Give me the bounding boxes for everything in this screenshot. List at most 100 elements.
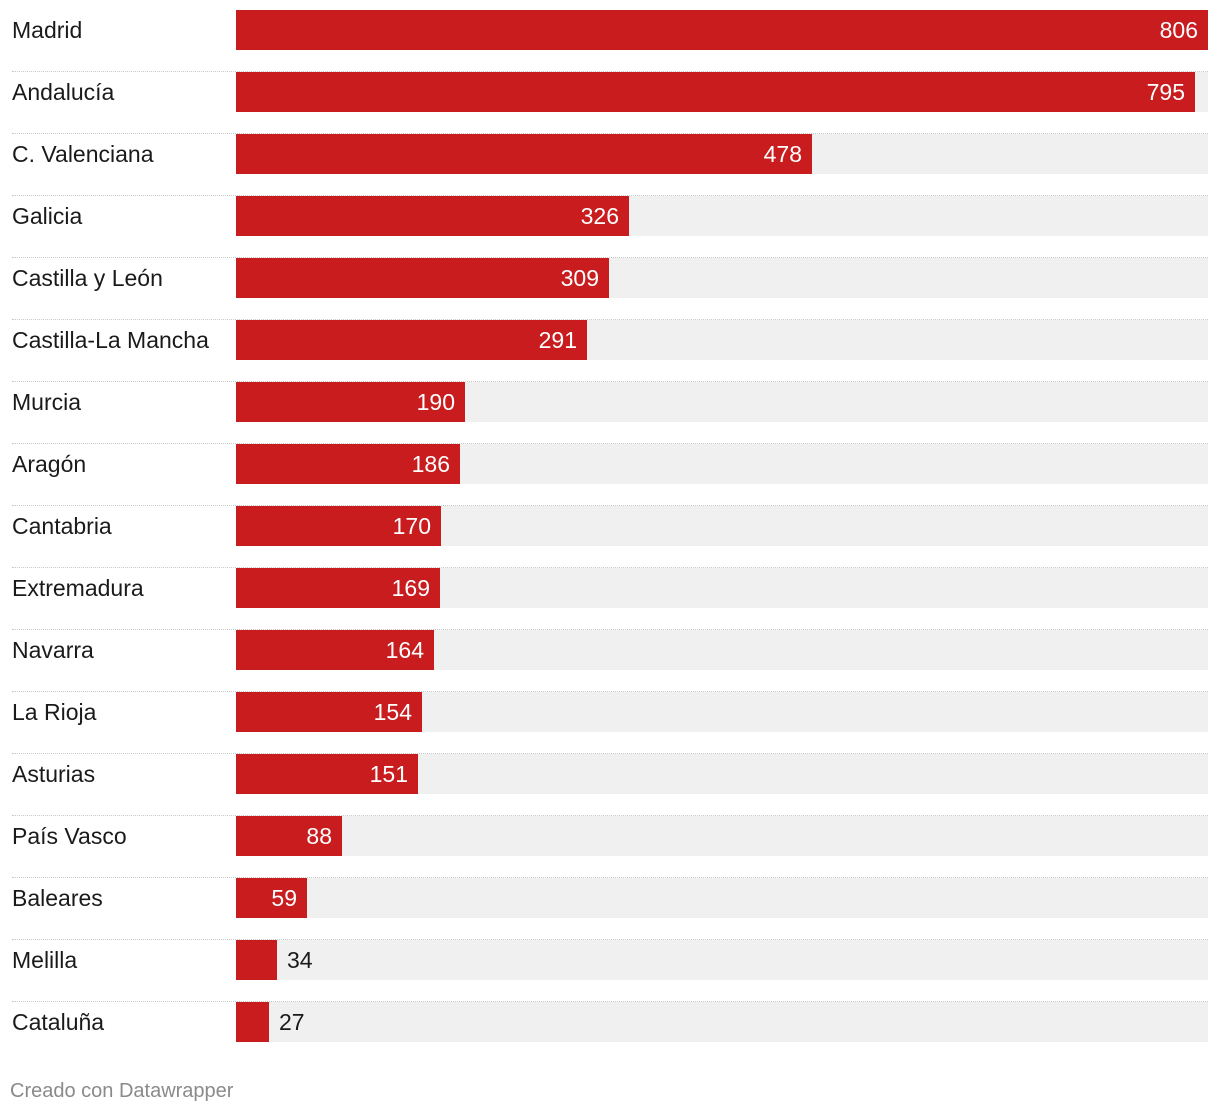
bar [236, 940, 277, 980]
bar-track: 795 [236, 72, 1208, 112]
bar-row: Andalucía 795 [12, 72, 1208, 134]
bar-row: Baleares 59 [12, 878, 1208, 940]
bar-value-label: 164 [385, 637, 424, 663]
bar-track: 164 [236, 630, 1208, 670]
category-label: C. Valenciana [12, 141, 154, 167]
bar-value-label: 291 [538, 327, 577, 353]
bar [236, 568, 440, 608]
category-label: Murcia [12, 389, 82, 415]
bar [236, 258, 609, 298]
category-label: Castilla y León [12, 265, 163, 291]
category-label: Madrid [12, 17, 83, 43]
bar-value-label: 34 [287, 947, 313, 973]
bar-track: 34 [236, 940, 1208, 980]
bar-row: C. Valenciana 478 [12, 134, 1208, 196]
bar-value-label: 478 [763, 141, 802, 167]
bar-track: 88 [236, 816, 1208, 856]
category-label: Aragón [12, 451, 87, 477]
category-label: Cantabria [12, 513, 112, 539]
bar-value-label: 170 [392, 513, 431, 539]
bar-row: Castilla y León 309 [12, 258, 1208, 320]
bar-value-label: 151 [369, 761, 408, 787]
bar-row: Murcia 190 [12, 382, 1208, 444]
bar-row: País Vasco 88 [12, 816, 1208, 878]
bar [236, 754, 418, 794]
bar-track: 190 [236, 382, 1208, 422]
bar-value-label: 795 [1146, 79, 1185, 105]
bar [236, 134, 812, 174]
bar-value-label: 326 [580, 203, 619, 229]
bar-track: 154 [236, 692, 1208, 732]
bar-value-label: 88 [306, 823, 332, 849]
bar-value-label: 309 [560, 265, 599, 291]
bar [236, 10, 1208, 50]
bar [236, 692, 422, 732]
bar-row: Extremadura 169 [12, 568, 1208, 630]
bar-value-label: 806 [1159, 17, 1198, 43]
bar-value-label: 27 [279, 1009, 305, 1035]
bar-row: Melilla 34 [12, 940, 1208, 1002]
category-label: Castilla-La Mancha [12, 327, 209, 353]
row-divider [12, 567, 1208, 568]
row-divider [12, 815, 1208, 816]
bar [236, 630, 434, 670]
bar-row: Asturias 151 [12, 754, 1208, 816]
category-label: Cataluña [12, 1009, 105, 1035]
bar [236, 444, 460, 484]
bar [236, 72, 1195, 112]
row-divider [12, 753, 1208, 754]
category-label: Baleares [12, 885, 103, 911]
row-divider [12, 691, 1208, 692]
bar-value-label: 169 [391, 575, 430, 601]
category-label: País Vasco [12, 823, 127, 849]
row-divider [12, 133, 1208, 134]
bar-row: Castilla-La Mancha 291 [12, 320, 1208, 382]
bar-track: 27 [236, 1002, 1208, 1042]
row-divider [12, 71, 1208, 72]
bar-value-label: 154 [373, 699, 412, 725]
category-label: Extremadura [12, 575, 144, 601]
bar [236, 816, 342, 856]
bar [236, 1002, 269, 1042]
category-label: Asturias [12, 761, 96, 787]
category-label: Galicia [12, 203, 83, 229]
row-divider [12, 443, 1208, 444]
bar-track: 291 [236, 320, 1208, 360]
bar-track: 326 [236, 196, 1208, 236]
chart-credit: Creado con Datawrapper [10, 1080, 234, 1102]
bar-row: Aragón 186 [12, 444, 1208, 506]
bar-track: 186 [236, 444, 1208, 484]
bar-track: 309 [236, 258, 1208, 298]
category-label: Melilla [12, 947, 78, 973]
bar-row: Cataluña 27 [12, 1002, 1208, 1064]
category-label: La Rioja [12, 699, 97, 725]
bar-row: Galicia 326 [12, 196, 1208, 258]
row-divider [12, 195, 1208, 196]
row-divider [12, 1001, 1208, 1002]
bar [236, 382, 465, 422]
bar [236, 878, 307, 918]
row-divider [12, 257, 1208, 258]
row-divider [12, 505, 1208, 506]
bar-row: Madrid 806 [12, 10, 1208, 72]
bar-track: 169 [236, 568, 1208, 608]
bar-row: Cantabria 170 [12, 506, 1208, 568]
bar-chart: Madrid 806 Andalucía 795 C. Valenciana 478 Gal… [12, 10, 1208, 1042]
row-divider [12, 319, 1208, 320]
row-divider [12, 629, 1208, 630]
row-divider [12, 381, 1208, 382]
bar-track: 59 [236, 878, 1208, 918]
bar [236, 506, 441, 546]
bar-track: 170 [236, 506, 1208, 546]
bar-track: 806 [236, 10, 1208, 50]
bar-value-label: 186 [411, 451, 450, 477]
bar [236, 196, 629, 236]
bar-value-label: 59 [271, 885, 297, 911]
bar [236, 320, 587, 360]
row-divider [12, 877, 1208, 878]
row-divider [12, 939, 1208, 940]
bar-row: La Rioja 154 [12, 692, 1208, 754]
category-label: Andalucía [12, 79, 115, 105]
bar-track: 151 [236, 754, 1208, 794]
bar-value-label: 190 [416, 389, 455, 415]
